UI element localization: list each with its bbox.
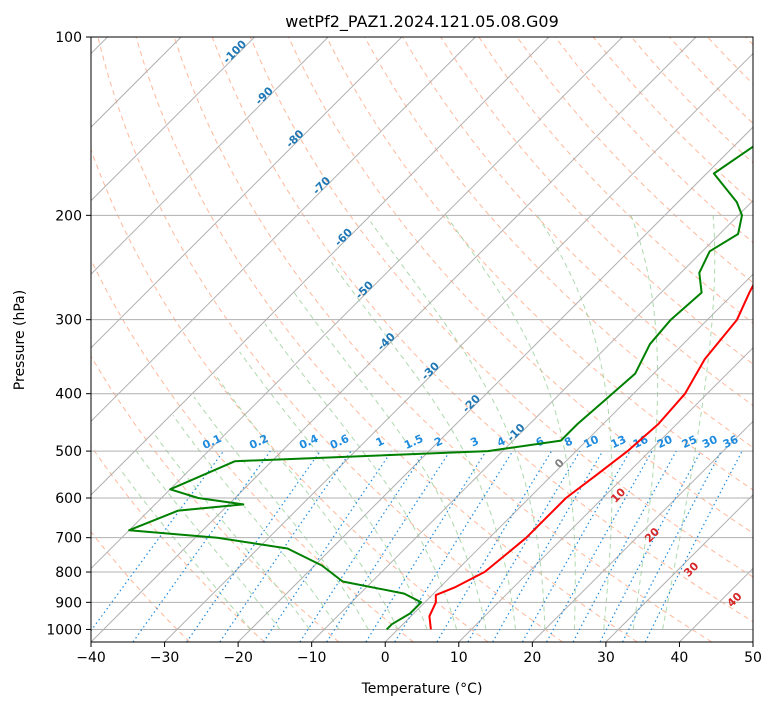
isotherm-line xyxy=(531,420,753,642)
dry-adiabat-line xyxy=(135,37,638,642)
mixing-ratio-label: 36 xyxy=(721,433,741,451)
mixing-ratio-label: 20 xyxy=(655,433,675,451)
x-tick-label: 30 xyxy=(597,650,615,666)
y-tick-label: 400 xyxy=(55,387,82,403)
x-tick-label: 40 xyxy=(671,650,689,666)
dry-adiabat-line xyxy=(402,37,753,407)
mixing-ratio-line xyxy=(394,450,514,642)
dry-adiabat-line xyxy=(516,37,753,284)
isotherm-line xyxy=(91,37,697,642)
moist-adiabat-line xyxy=(172,415,340,630)
dry-adiabat-line xyxy=(91,148,489,642)
mixing-ratio-line xyxy=(262,450,392,642)
x-axis-label: Temperature (°C) xyxy=(361,681,483,697)
temperature-profile-line xyxy=(428,283,753,630)
y-tick-label: 900 xyxy=(55,595,82,611)
y-axis: 100 200 300 400 500 600 700 800 900 1000 xyxy=(46,30,91,638)
isotherm-line xyxy=(605,494,753,642)
mixing-ratio-line xyxy=(219,450,352,642)
isotherm-line xyxy=(91,37,403,349)
moist-adiabat-line xyxy=(293,292,487,630)
moist-adiabat-line xyxy=(445,215,576,630)
moist-adiabat-line xyxy=(536,215,613,630)
isotherm-line xyxy=(91,37,476,423)
mixing-ratio-line xyxy=(599,450,702,642)
moist-adiabat-line xyxy=(630,215,659,630)
plot-frame xyxy=(90,36,754,643)
dry-adiabat-line xyxy=(440,37,753,365)
x-axis: −40 −30 −20 −10 0 10 20 30 40 50 xyxy=(76,642,762,666)
dry-adiabat-line xyxy=(91,531,191,642)
x-tick-label: 50 xyxy=(744,650,762,666)
y-tick-label: 800 xyxy=(55,565,82,581)
mixing-ratio-label: 10 xyxy=(581,433,601,451)
isotherm-line xyxy=(384,273,753,642)
dry-adiabat-line xyxy=(91,445,265,642)
y-tick-label: 700 xyxy=(55,531,82,547)
pressure-grid xyxy=(91,37,753,630)
mixing-ratio-line xyxy=(365,450,487,642)
y-tick-label: 300 xyxy=(55,313,82,329)
isotherm-line xyxy=(91,37,623,570)
moist-adiabat-line xyxy=(370,221,546,630)
y-tick-label: 100 xyxy=(55,30,82,46)
isotherm-grid xyxy=(91,37,753,642)
mixing-ratio-label: 25 xyxy=(680,433,699,451)
dry-adiabat-line xyxy=(211,37,753,623)
dry-adiabat-line xyxy=(249,37,753,578)
mixing-ratio-line xyxy=(186,450,321,642)
isotherm-line xyxy=(458,347,753,642)
y-tick-label: 200 xyxy=(55,208,82,224)
isotherm-line xyxy=(164,52,753,642)
x-tick-label: 20 xyxy=(523,650,541,666)
moist-adiabat-line xyxy=(213,373,399,630)
series-layer xyxy=(128,145,753,631)
moist-adiabat-line xyxy=(154,434,310,630)
x-tick-label: −10 xyxy=(297,650,327,666)
x-tick-label: 0 xyxy=(381,650,390,666)
moist-adiabat-line xyxy=(330,262,516,630)
moist-adiabat-line xyxy=(135,450,281,630)
mixing-ratio-label: 13 xyxy=(609,433,628,451)
isotherm-line xyxy=(237,126,753,642)
dewpoint-profile-line xyxy=(128,145,753,631)
mixing-ratio-line xyxy=(467,450,581,642)
moist-adiabats xyxy=(119,215,716,630)
mixing-ratio-line xyxy=(132,450,271,642)
moist-adiabat-line xyxy=(239,351,428,630)
moist-adiabat-line xyxy=(119,468,252,630)
mixing-ratio-line xyxy=(299,450,426,642)
mixing-ratio-line xyxy=(436,450,553,642)
isotherm-line xyxy=(91,37,256,202)
y-tick-label: 1000 xyxy=(46,622,82,638)
mixing-ratio-label: 16 xyxy=(631,433,651,451)
isotherm-line xyxy=(91,37,550,496)
x-tick-label: 10 xyxy=(450,650,468,666)
dry-adiabats xyxy=(91,37,753,642)
mixing-ratio-line xyxy=(572,450,677,642)
y-axis-label: Pressure (hPa) xyxy=(12,290,28,390)
isotherm-line xyxy=(91,37,329,275)
x-tick-label: −30 xyxy=(150,650,180,666)
y-tick-label: 500 xyxy=(55,444,82,460)
y-tick-label: 600 xyxy=(55,491,82,507)
mixing-ratio-label: 30 xyxy=(700,433,720,451)
dry-adiabat-line xyxy=(97,37,563,642)
chart-title: wetPf2_PAZ1.2024.121.05.08.G09 xyxy=(285,12,559,32)
mixing-ratio-line xyxy=(326,450,451,642)
x-tick-label: −20 xyxy=(223,650,253,666)
isotherm-line xyxy=(311,199,753,642)
x-tick-label: −40 xyxy=(76,650,106,666)
moist-adiabat-line xyxy=(264,323,458,630)
